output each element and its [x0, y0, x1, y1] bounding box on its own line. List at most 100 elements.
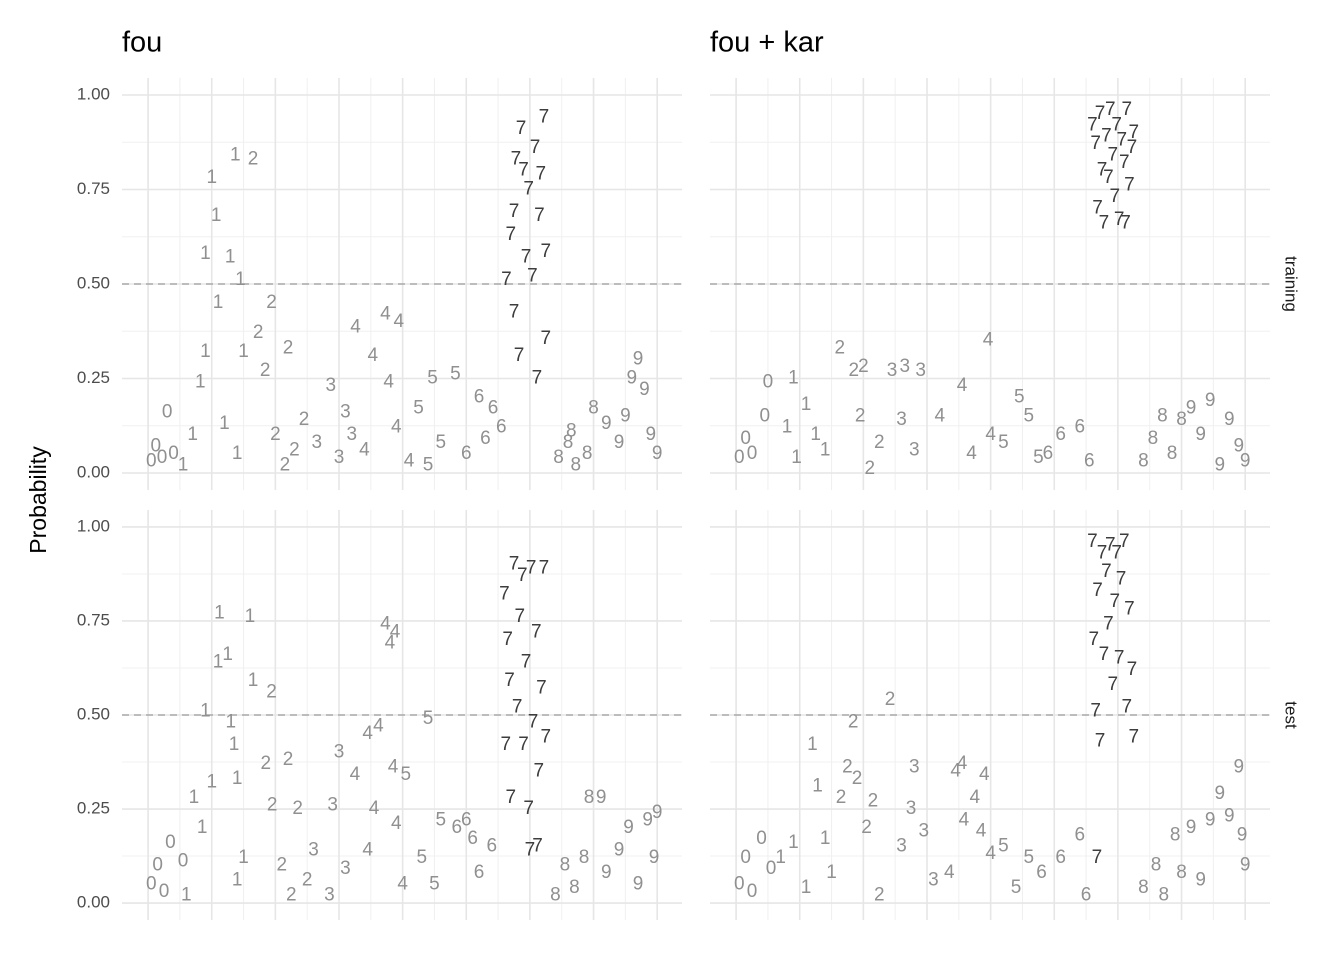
digit-point: 4 — [934, 405, 945, 426]
digit-point: 9 — [614, 839, 625, 860]
digit-point: 1 — [213, 651, 224, 672]
digit-point: 0 — [152, 854, 163, 875]
digit-point: 0 — [756, 828, 767, 849]
digit-point: 2 — [302, 870, 313, 891]
digit-point: 4 — [966, 443, 977, 464]
digit-point: 9 — [1195, 424, 1206, 445]
digit-point: 5 — [423, 454, 434, 475]
digit-point: 9 — [1237, 824, 1248, 845]
digit-point: 9 — [652, 802, 663, 823]
digit-point: 2 — [260, 360, 271, 381]
digit-point: 1 — [788, 832, 799, 853]
digit-point: 1 — [232, 768, 243, 789]
digit-point: 8 — [553, 447, 564, 468]
digit-point: 2 — [261, 753, 272, 774]
digit-point: 7 — [1124, 175, 1135, 196]
digit-point: 1 — [235, 269, 246, 290]
digit-point: 6 — [461, 443, 472, 464]
digit-point: 9 — [639, 379, 650, 400]
digit-point: 0 — [734, 447, 745, 468]
column-title: fou + kar — [710, 27, 824, 59]
digit-point: 6 — [467, 828, 478, 849]
digit-point: 7 — [1127, 659, 1138, 680]
digit-point: 1 — [775, 847, 786, 868]
digit-point: 7 — [532, 368, 543, 389]
digit-point: 5 — [1024, 847, 1035, 868]
digit-point: 7 — [1097, 160, 1108, 181]
digit-point: 5 — [1011, 877, 1022, 898]
digit-point: 7 — [1095, 103, 1106, 124]
digit-point: 7 — [514, 345, 525, 366]
digit-point: 4 — [367, 345, 378, 366]
digit-point: 7 — [1108, 674, 1119, 695]
digit-point: 4 — [383, 371, 394, 392]
digit-point: 2 — [868, 791, 879, 812]
digit-point: 7 — [511, 148, 522, 169]
digit-point: 1 — [219, 413, 230, 434]
digit-point: 1 — [200, 341, 211, 362]
digit-point: 2 — [283, 749, 294, 770]
digit-point: 7 — [517, 565, 528, 586]
digit-point: 4 — [969, 787, 980, 808]
digit-point: 1 — [189, 787, 200, 808]
digit-point: 7 — [526, 557, 537, 578]
digit-point: 1 — [200, 700, 211, 721]
digit-point: 2 — [848, 712, 859, 733]
digit-point: 3 — [334, 447, 345, 468]
digit-point: 4 — [391, 813, 402, 834]
digit-point: 0 — [159, 881, 170, 902]
digit-point: 7 — [1097, 542, 1108, 563]
digit-point: 3 — [311, 432, 322, 453]
digit-point: 8 — [1138, 877, 1149, 898]
digit-point: 2 — [253, 322, 264, 343]
digit-point: 0 — [146, 873, 157, 894]
panel: 0000011111111111111222222222333334444444… — [122, 78, 682, 490]
digit-point: 2 — [835, 337, 846, 358]
digit-point: 0 — [168, 443, 179, 464]
digit-point: 1 — [826, 862, 837, 883]
digit-point: 5 — [1033, 447, 1044, 468]
digit-point: 0 — [146, 451, 157, 472]
digit-point: 7 — [1120, 213, 1131, 234]
digit-point: 1 — [222, 644, 233, 665]
digit-point: 7 — [541, 241, 552, 262]
digit-point: 9 — [1214, 454, 1225, 475]
digit-point: 1 — [197, 817, 208, 838]
digit-point: 2 — [849, 360, 860, 381]
digit-point: 7 — [1090, 700, 1101, 721]
digit-point: 1 — [801, 394, 812, 415]
digit-point: 2 — [874, 885, 885, 906]
digit-point: 1 — [178, 454, 189, 475]
digit-point: 8 — [1158, 885, 1169, 906]
digit-point: 7 — [541, 727, 552, 748]
digit-point: 8 — [1151, 854, 1162, 875]
digit-point: 3 — [909, 439, 920, 460]
digit-point: 2 — [276, 854, 287, 875]
digit-point: 7 — [509, 301, 520, 322]
digit-point: 1 — [245, 606, 256, 627]
row-strip-label: test — [1282, 701, 1301, 729]
digit-point: 4 — [385, 633, 396, 654]
digit-point: 4 — [976, 821, 987, 842]
digit-point: 8 — [563, 432, 574, 453]
y-tick-label: 0.25 — [77, 799, 110, 818]
digit-point: 6 — [480, 428, 491, 449]
y-tick-label: 1.00 — [77, 516, 110, 535]
digit-point: 7 — [521, 247, 532, 268]
digit-point: 9 — [633, 349, 644, 370]
digit-point: 7 — [1116, 129, 1127, 150]
digit-point: 4 — [950, 760, 961, 781]
digit-point: 2 — [855, 405, 866, 426]
y-tick-label: 0.75 — [77, 610, 110, 629]
digit-point: 6 — [1081, 885, 1092, 906]
digit-point: 8 — [588, 398, 599, 419]
digit-point: 4 — [362, 723, 373, 744]
digit-point: 8 — [1167, 443, 1178, 464]
digit-point: 3 — [340, 858, 351, 879]
digit-point: 9 — [1240, 451, 1251, 472]
digit-point: 7 — [536, 678, 547, 699]
digit-point: 1 — [238, 847, 249, 868]
digit-point: 3 — [887, 360, 898, 381]
digit-point: 7 — [1129, 122, 1140, 143]
